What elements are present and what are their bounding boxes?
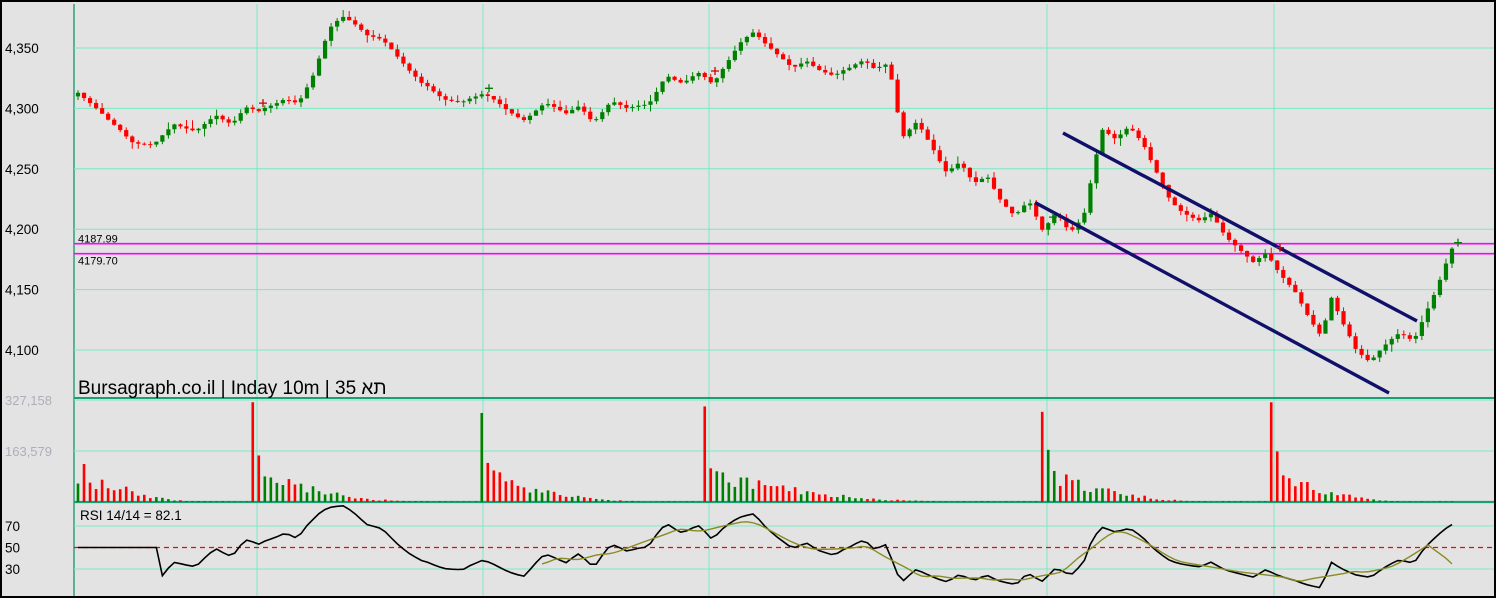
svg-text:327,158: 327,158	[5, 393, 52, 408]
svg-text:4,150: 4,150	[5, 283, 39, 298]
svg-text:Bursagraph.co.il | Inday 10m |: Bursagraph.co.il | Inday 10m | 35 תא	[78, 378, 386, 399]
svg-text:30: 30	[5, 562, 20, 577]
svg-text:70: 70	[5, 519, 20, 534]
svg-text:4,300: 4,300	[5, 101, 39, 116]
svg-text:4187.99: 4187.99	[78, 234, 118, 246]
svg-text:4,350: 4,350	[5, 41, 39, 56]
svg-text:163,579: 163,579	[5, 444, 52, 459]
svg-text:4,250: 4,250	[5, 162, 39, 177]
svg-text:4179.70: 4179.70	[78, 256, 118, 268]
svg-text:50: 50	[5, 541, 20, 556]
svg-text:RSI 14/14 = 82.1: RSI 14/14 = 82.1	[80, 508, 182, 523]
svg-text:4,200: 4,200	[5, 222, 39, 237]
svg-text:4,100: 4,100	[5, 343, 39, 358]
